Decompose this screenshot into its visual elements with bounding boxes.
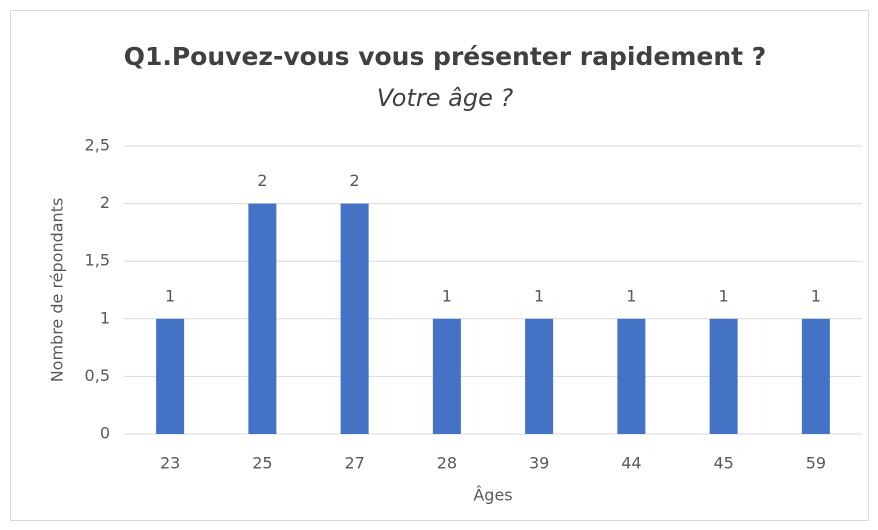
bar [617,318,646,434]
data-label: 2 [257,171,267,190]
x-tick-label: 28 [437,454,457,473]
data-label: 1 [442,286,452,305]
data-label: 2 [350,171,360,190]
x-axis-label: Âges [473,486,512,505]
x-tick-label: 23 [160,454,180,473]
bar [248,203,277,434]
chart-border [10,10,869,521]
chart-title: Q1.Pouvez-vous vous présenter rapidement… [124,42,767,71]
chart-subtitle: Votre âge ? [377,84,514,112]
y-tick-label: 0,5 [85,366,110,385]
data-label: 1 [534,286,544,305]
bar [525,318,554,434]
bar [156,318,185,434]
x-tick-label: 44 [621,454,641,473]
data-label: 1 [811,286,821,305]
data-label: 1 [165,286,175,305]
bar [432,318,461,434]
x-tick-label: 25 [252,454,272,473]
y-axis-label: Nombre de répondants [48,198,67,383]
data-label: 1 [719,286,729,305]
y-tick-label: 0 [100,424,110,443]
bar [340,203,369,434]
bar [709,318,738,434]
x-tick-label: 45 [713,454,733,473]
x-tick-label: 59 [806,454,826,473]
y-tick-label: 2 [100,193,110,212]
y-tick-label: 1 [100,308,110,327]
y-tick-label: 2,5 [85,136,110,155]
bar [801,318,830,434]
y-tick-label: 1,5 [85,251,110,270]
data-label: 1 [626,286,636,305]
x-tick-label: 39 [529,454,549,473]
x-tick-label: 27 [344,454,364,473]
